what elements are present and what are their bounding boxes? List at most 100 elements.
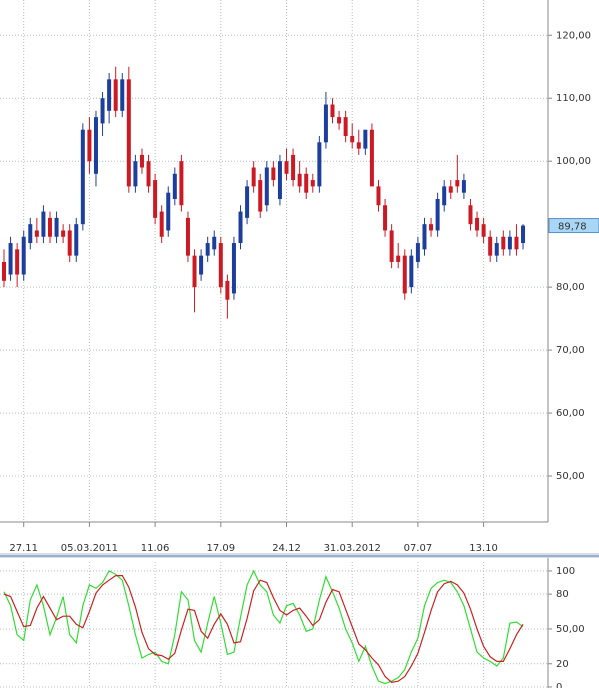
candle-body [461, 180, 466, 193]
candle-body [258, 180, 263, 212]
candle-body [146, 161, 151, 187]
candle-body [409, 255, 414, 288]
candle-body [107, 79, 112, 111]
last-price-box [548, 218, 599, 234]
candle-body [277, 161, 282, 199]
candle-body [47, 217, 52, 237]
candle-body [225, 280, 230, 300]
y-tick-label: 60,00 [556, 408, 585, 419]
oscillator-line [3, 575, 524, 683]
y-tick-label: 70,00 [556, 345, 585, 356]
candle-body [185, 217, 190, 256]
candle-body [218, 243, 223, 288]
candle-body [205, 243, 210, 256]
y-tick-label: 50,00 [556, 624, 585, 635]
candle-body [238, 211, 243, 244]
candle-body [212, 236, 217, 250]
candle-body [120, 79, 125, 111]
x-tick-label: 13.10 [469, 543, 498, 554]
candle-body [310, 180, 315, 187]
candle-body [159, 211, 164, 237]
candle-body [15, 249, 20, 275]
candle-body [231, 243, 236, 294]
candle-body [80, 129, 85, 225]
y-tick-label: 100,00 [556, 156, 591, 167]
x-tick-label: 24.12 [272, 543, 301, 554]
candle-body [501, 236, 506, 250]
candle-body [337, 117, 342, 124]
last-price-label: 89,78 [558, 222, 587, 233]
candle-body [376, 186, 381, 206]
y-tick-label: 120,00 [556, 30, 591, 41]
x-tick-label: 17.09 [206, 543, 235, 554]
candle-body [172, 173, 177, 199]
candle-body [468, 205, 473, 225]
x-tick-label: 05.03.2011 [61, 543, 118, 554]
oscillator-line [3, 569, 524, 685]
candle-body [67, 230, 72, 256]
candle-body [494, 243, 499, 256]
candle-body [87, 129, 92, 162]
candle-body [153, 180, 158, 218]
candle-body [363, 129, 368, 149]
candle-body [166, 192, 171, 231]
candle-body [415, 243, 420, 262]
candle-body [350, 136, 355, 143]
candle-body [54, 217, 59, 237]
candle-body [455, 180, 460, 187]
candle-body [304, 173, 309, 193]
candle-body [475, 217, 480, 231]
candle-body [61, 230, 66, 237]
candle-body [74, 224, 79, 256]
candle-body [126, 79, 131, 187]
candle-body [389, 230, 394, 262]
candle-body [488, 236, 493, 256]
candle-body [284, 161, 289, 174]
candle-body [422, 224, 427, 250]
candle-body [199, 255, 204, 275]
x-tick-label: 31.03.2012 [324, 543, 381, 554]
candle-body [271, 167, 276, 181]
candle-body [343, 117, 348, 137]
y-tick-label: 110,00 [556, 93, 591, 104]
candle-body [28, 224, 33, 244]
candle-body [481, 224, 486, 237]
candle-body [442, 186, 447, 206]
y-tick-label: 0 [556, 682, 562, 688]
candle-body [41, 211, 46, 237]
candle-body [297, 173, 302, 187]
x-tick-label: 27.11 [9, 543, 38, 554]
candle-body [21, 236, 26, 275]
candle-body [356, 142, 361, 149]
candle-body [291, 154, 296, 181]
candle-body [383, 205, 388, 231]
candle-body [179, 161, 184, 206]
x-tick-label: 07.07 [404, 543, 433, 554]
candle-body [251, 167, 256, 187]
candle-body [514, 236, 519, 250]
candle-body [2, 261, 6, 281]
candle-body [369, 129, 374, 187]
candle-body [113, 79, 118, 111]
y-tick-label: 80 [556, 589, 569, 600]
y-tick-label: 20 [556, 659, 569, 670]
candle-body [317, 142, 322, 187]
x-tick-label: 11.06 [141, 543, 170, 554]
candle-body [521, 225, 526, 244]
candle-body [264, 167, 269, 206]
candle-body [8, 243, 13, 275]
candle-body [139, 154, 144, 168]
candle-body [435, 198, 440, 231]
candle-body [448, 186, 453, 193]
candle-body [93, 117, 98, 174]
candle-body [133, 161, 138, 187]
y-tick-label: 80,00 [556, 282, 585, 293]
candle-body [34, 230, 39, 237]
candle-body [100, 98, 105, 124]
y-tick-label: 50,00 [556, 471, 585, 482]
candle-body [323, 104, 328, 143]
candle-body [507, 236, 512, 250]
candle-body [330, 104, 335, 118]
